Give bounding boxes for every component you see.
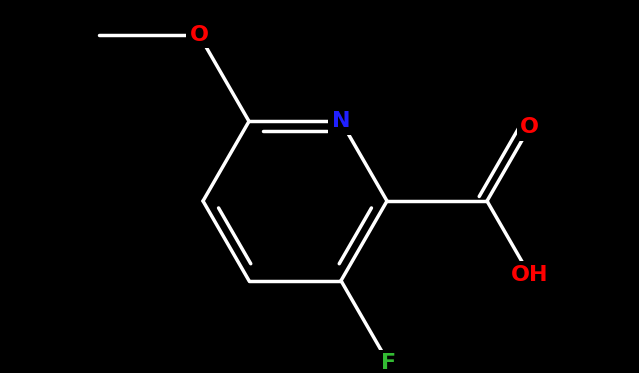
Text: O: O — [190, 25, 208, 45]
Text: N: N — [332, 111, 350, 131]
Text: OH: OH — [511, 264, 548, 285]
Text: O: O — [520, 117, 539, 137]
Text: F: F — [381, 353, 396, 373]
